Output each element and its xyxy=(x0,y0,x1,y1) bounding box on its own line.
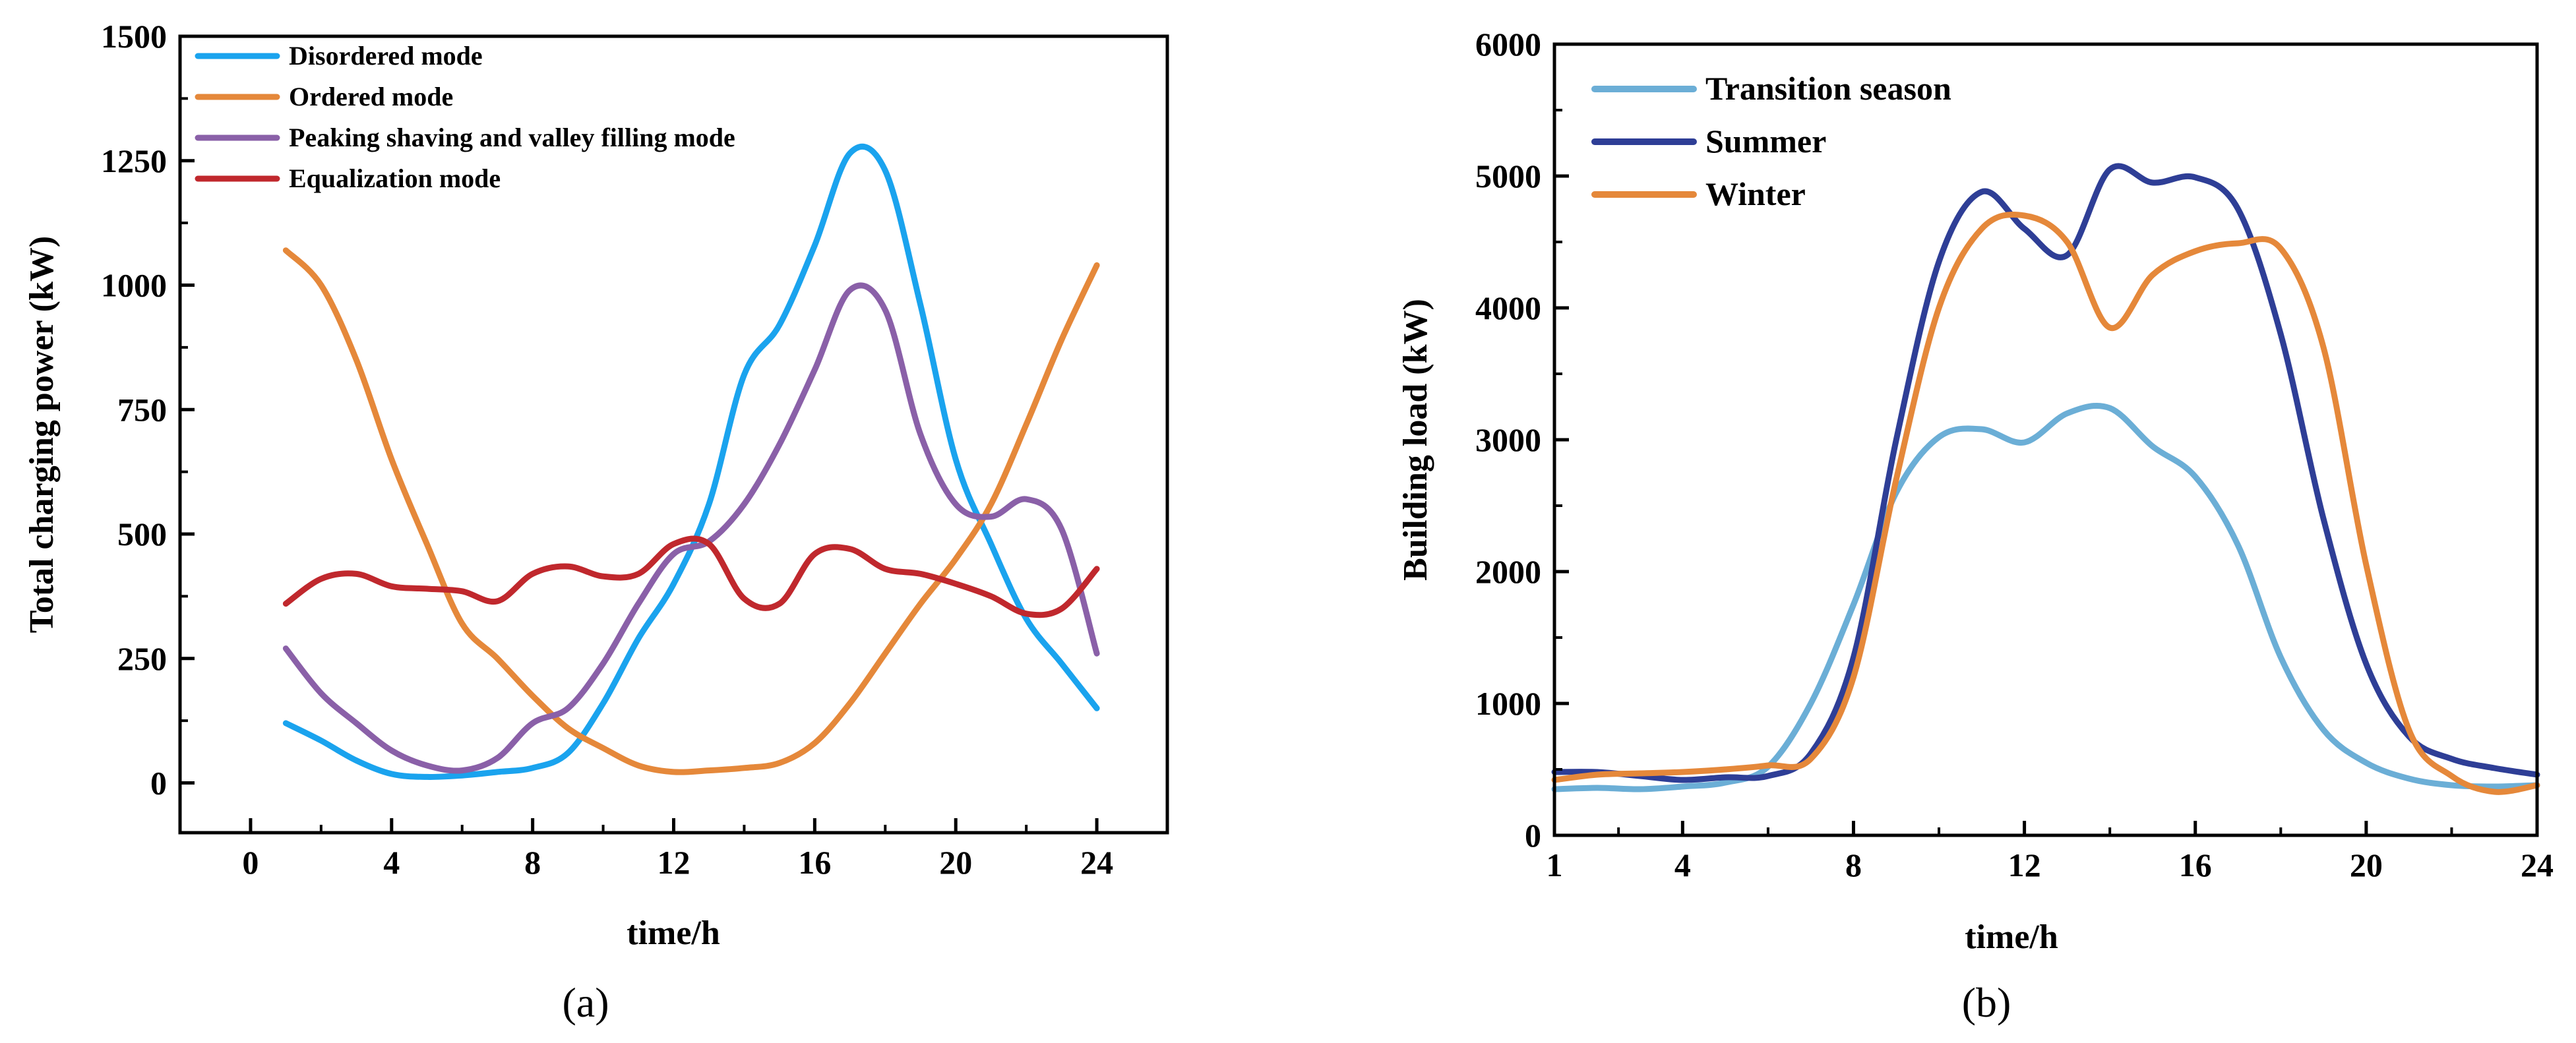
y-tick-label: 1500 xyxy=(101,18,167,55)
y-tick-label: 750 xyxy=(117,391,167,428)
y-tick-label: 4000 xyxy=(1475,289,1541,326)
x-tick-label: 0 xyxy=(242,844,259,881)
legend-a: Disordered mode Ordered mode Peaking shavi… xyxy=(195,41,735,193)
series-line-disordered-mode xyxy=(282,143,1100,780)
series-line-peaking-shaving-and-valley-filling-mode xyxy=(282,282,1100,774)
legend-label-equalization-mode: Equalization mode xyxy=(289,164,501,193)
x-tick-label: 24 xyxy=(1080,844,1113,881)
x-axis-title-a: time/h xyxy=(627,914,720,952)
series-line-summer xyxy=(1551,163,2540,783)
x-tick-label: 16 xyxy=(798,844,831,881)
series-lines-a xyxy=(282,143,1100,780)
series-line-equalization-mode xyxy=(282,535,1100,618)
x-tick-label: 1 xyxy=(1547,847,1563,883)
y-axis-title-b: Building load (kW) xyxy=(1397,299,1434,581)
legend-label-disordered-mode: Disordered mode xyxy=(289,41,483,71)
y-tick-label: 5000 xyxy=(1475,158,1541,194)
y-tick-label: 500 xyxy=(117,516,167,552)
series-lines-b xyxy=(1551,163,2540,795)
y-axis-title-a: Total charging power (kW) xyxy=(23,236,61,633)
axis-ticks-b: 1 4 8 12 16 20 24 0 1000 2000 3000 4000 5000 6000 xyxy=(1475,26,2554,883)
x-tick-label: 12 xyxy=(2008,847,2041,883)
x-tick-label: 4 xyxy=(1674,847,1691,883)
chart-panel-a: 0 4 8 12 16 20 24 0 250 500 750 1000 1250 1500 Disord… xyxy=(23,18,1169,1026)
x-tick-label: 8 xyxy=(524,844,541,881)
y-tick-label: 1000 xyxy=(101,267,167,304)
plot-frame-a xyxy=(178,34,1169,835)
x-tick-label: 20 xyxy=(2350,847,2383,883)
y-tick-label: 3000 xyxy=(1475,421,1541,458)
y-tick-label: 6000 xyxy=(1475,26,1541,63)
y-tick-label: 2000 xyxy=(1475,553,1541,590)
series-line-transition-season xyxy=(1551,402,2540,792)
chart-panel-b: 1 4 8 12 16 20 24 0 1000 2000 3000 4000 5000 6000 Tra… xyxy=(1397,26,2554,1026)
legend-label-peaking-shaving-and-valley-filling-mode: Peaking shaving and valley filling mode xyxy=(289,123,735,152)
panel-label-a: (a) xyxy=(562,979,609,1026)
x-tick-label: 20 xyxy=(939,844,972,881)
axis-ticks-a: 0 4 8 12 16 20 24 0 250 500 750 1000 1250 1500 xyxy=(101,18,1113,881)
y-tick-label: 250 xyxy=(117,640,167,677)
plot-frame-b xyxy=(1552,42,2539,837)
x-tick-label: 8 xyxy=(1845,847,1862,883)
x-tick-label: 4 xyxy=(383,844,400,881)
legend-b: Transition season Summer Winter xyxy=(1591,70,1951,212)
y-tick-label: 1250 xyxy=(101,142,167,179)
legend-label-summer: Summer xyxy=(1705,123,1826,160)
legend-label-ordered-mode: Ordered mode xyxy=(289,82,453,111)
panel-label-b: (b) xyxy=(1962,979,2011,1026)
x-axis-title-b: time/h xyxy=(1965,918,2058,956)
legend-label-transition-season: Transition season xyxy=(1705,70,1951,107)
x-tick-label: 12 xyxy=(658,844,690,881)
x-tick-label: 24 xyxy=(2521,847,2554,883)
y-tick-label: 0 xyxy=(1525,817,1541,854)
legend-label-winter: Winter xyxy=(1705,175,1806,212)
y-tick-label: 1000 xyxy=(1475,685,1541,722)
series-line-winter xyxy=(1551,212,2540,795)
y-tick-label: 0 xyxy=(150,765,167,802)
x-tick-label: 16 xyxy=(2179,847,2212,883)
